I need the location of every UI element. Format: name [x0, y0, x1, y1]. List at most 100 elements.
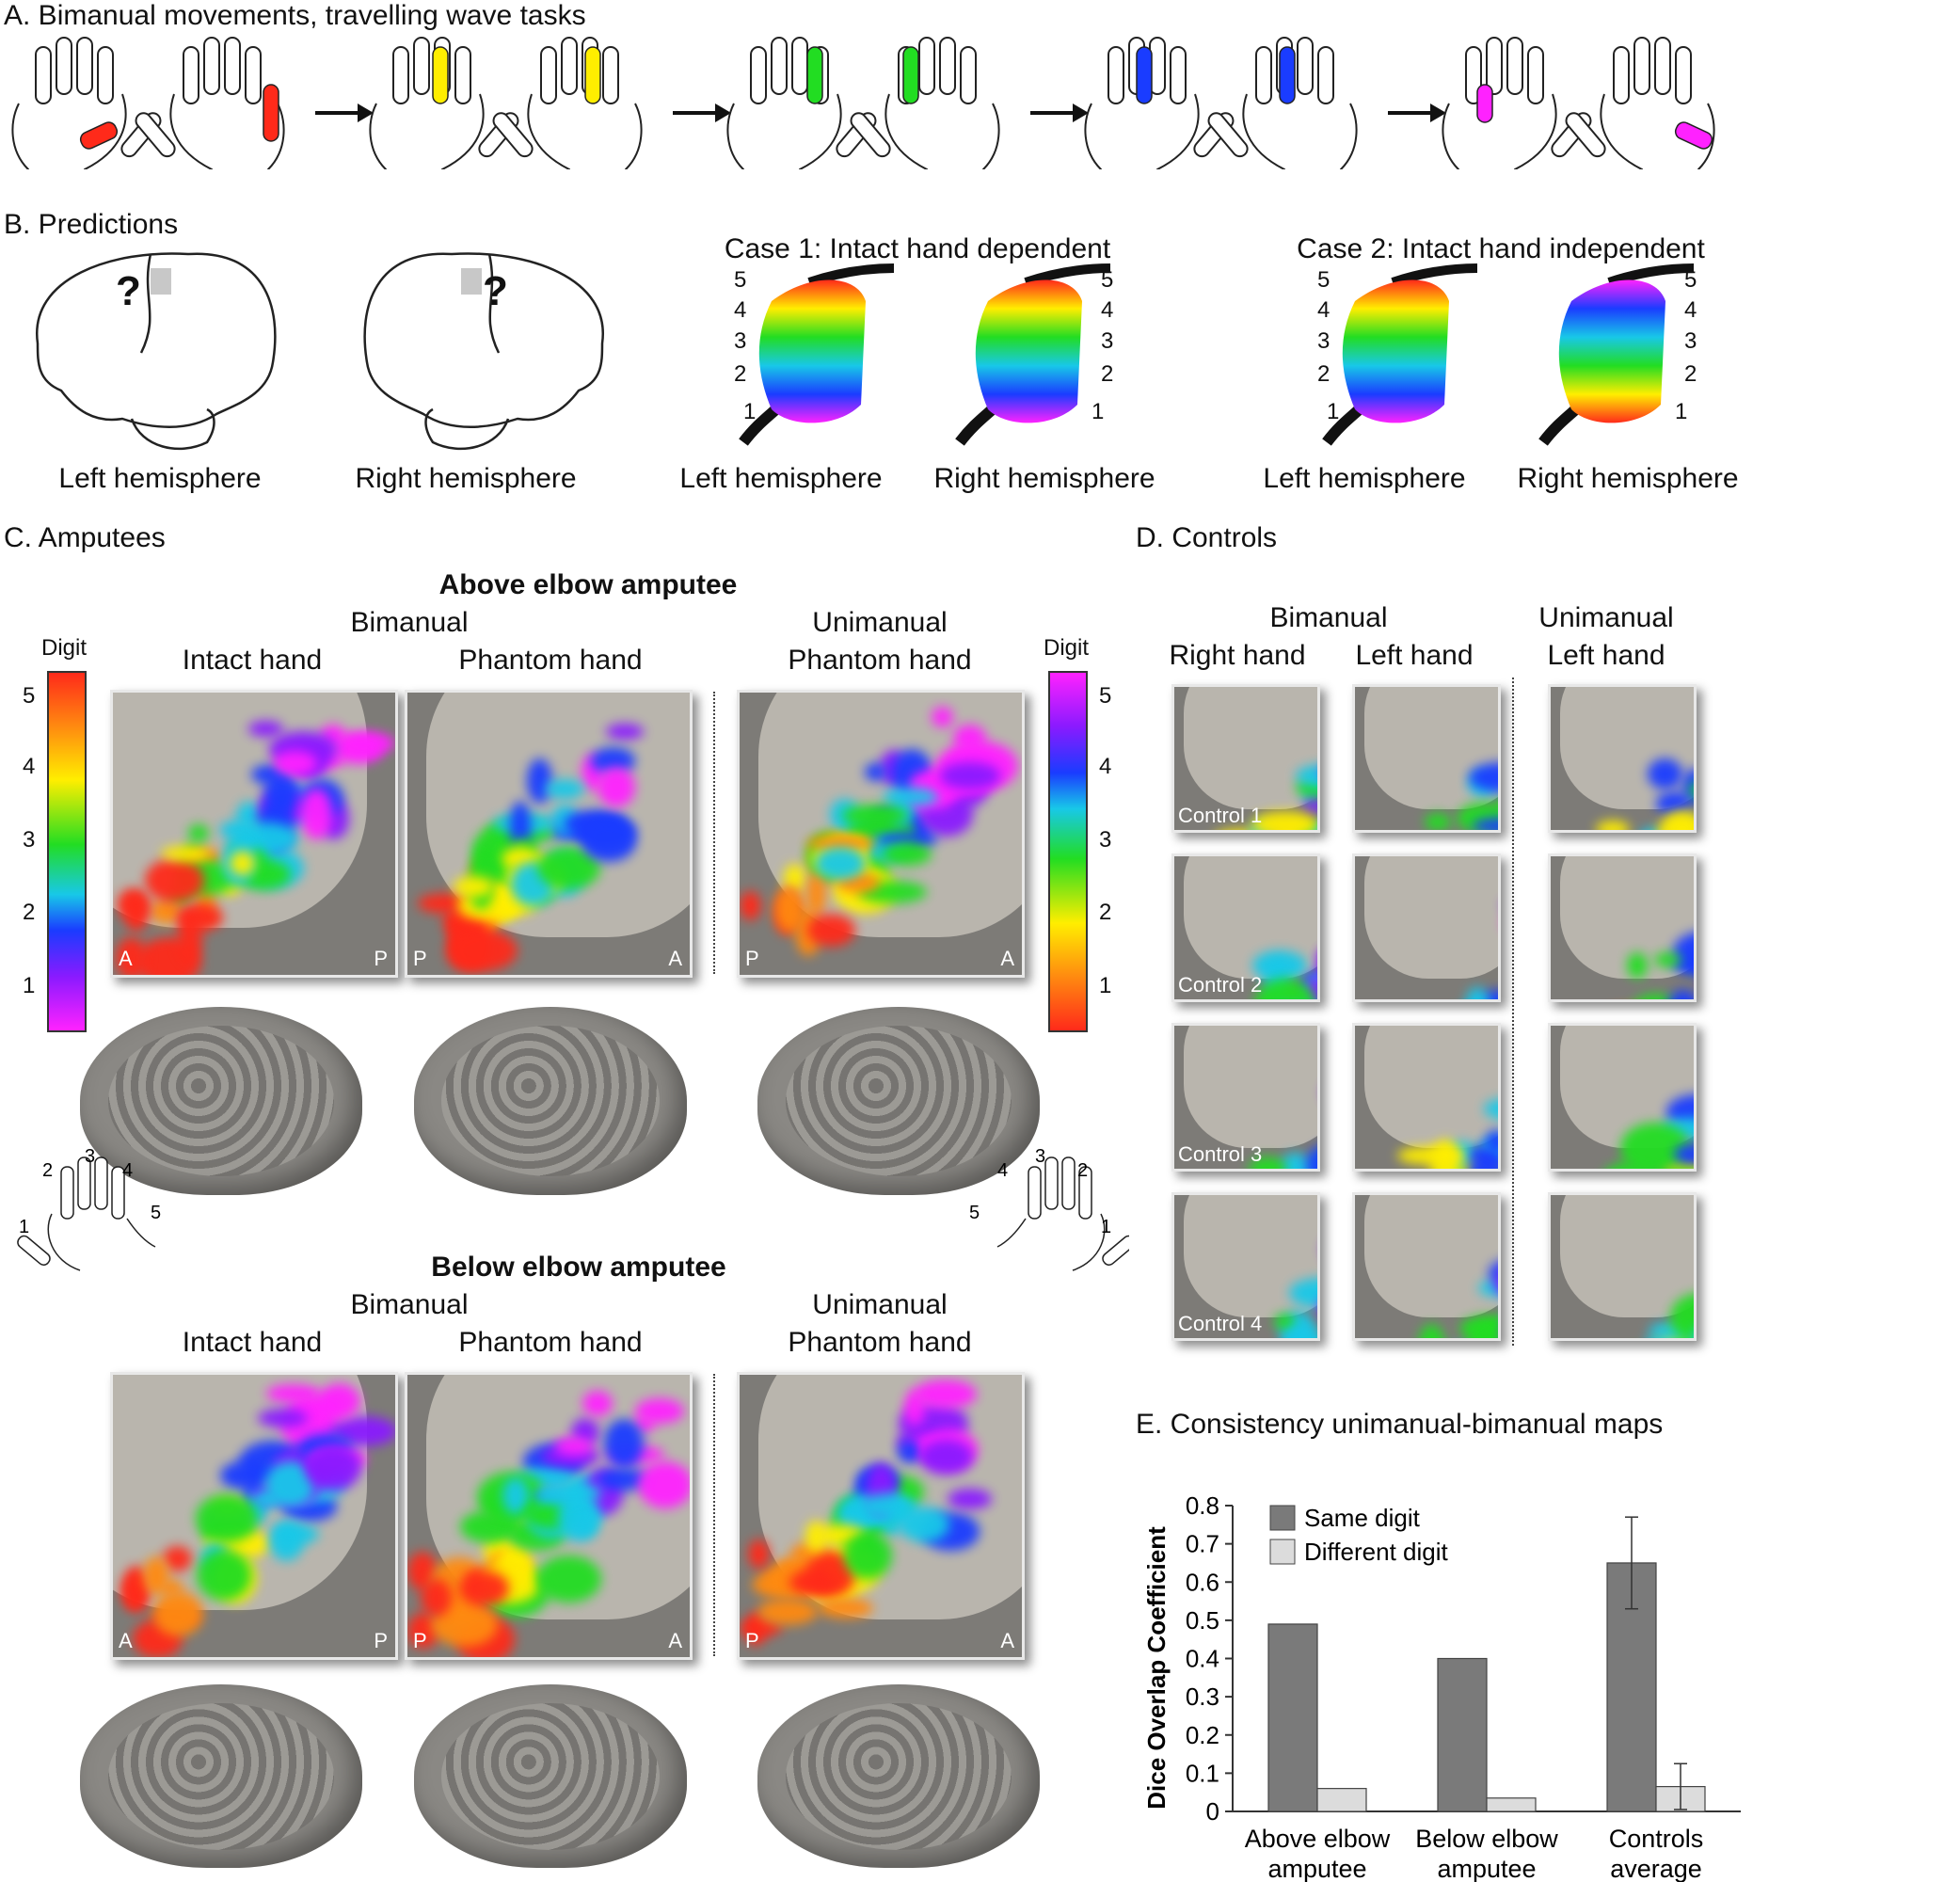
activation-blob: [581, 820, 636, 862]
control-1-map-2: [1352, 684, 1501, 833]
control-4-map-3: [1548, 1192, 1697, 1341]
activation-blob: [1477, 1279, 1498, 1298]
y-tick-label: 0.8: [1186, 1491, 1219, 1520]
active-finger-left: [1136, 46, 1153, 104]
activation-blob: [1303, 799, 1317, 815]
digit-label: 1: [1092, 399, 1104, 424]
activation-blob: [1429, 1170, 1485, 1172]
active-thumb-left: [79, 121, 119, 150]
activation-blob: [220, 1460, 268, 1491]
legend-label: Different digit: [1304, 1538, 1448, 1566]
activation-blob: [1251, 811, 1317, 830]
activation-blob: [264, 769, 299, 817]
activation-blob: [1494, 1271, 1498, 1300]
case1-title: Case 1: Intact hand dependent: [724, 233, 1111, 264]
activation-blob: [1488, 1256, 1498, 1289]
activation-blob: [122, 1575, 147, 1609]
activation-blob: [1500, 785, 1501, 834]
legend-swatch: [1269, 1539, 1296, 1565]
small-hand-digit: 3: [85, 1146, 95, 1167]
activation-blob: [268, 1520, 304, 1561]
activation-blob: [1673, 1144, 1694, 1165]
control-label: Control 2: [1178, 973, 1263, 997]
hand-pair: [11, 37, 285, 169]
hands-sequence: [11, 37, 1715, 169]
activation-blob: [421, 1579, 452, 1618]
brain-below-uni: [757, 1684, 1040, 1868]
question-mark-left: ?: [116, 268, 141, 314]
activation-blob: [177, 911, 203, 963]
control-2-map-2: [1352, 853, 1501, 1002]
activation-blob: [841, 804, 909, 827]
digit-label: 4: [1684, 297, 1697, 323]
prediction-strips: 1 2 3 4 5 1 2 3 4 5 1 2 3 4 5 1 2 3 4 5: [734, 263, 1697, 446]
digit-label: 3: [1101, 328, 1113, 354]
y-tick-label: 0.1: [1186, 1759, 1219, 1787]
activation-blob: [806, 835, 877, 852]
digit-label: 4: [1317, 297, 1330, 323]
activation-blob: [299, 788, 333, 839]
colorbar-left-label: Digit: [40, 635, 88, 661]
activation-blob: [196, 1493, 259, 1543]
hand-pair: [1442, 37, 1715, 169]
divider-bottom: [713, 1374, 715, 1656]
colorbar-left-tick: 3: [23, 827, 36, 853]
activation-blob: [1619, 1123, 1690, 1169]
category-label: amputee: [1267, 1855, 1366, 1882]
activation-blob: [740, 890, 762, 920]
activation-blob: [553, 1437, 593, 1457]
sulcus-line: [1391, 263, 1478, 287]
panel-e-title: E. Consistency unimanual-bimanual maps: [1136, 1409, 1664, 1440]
digit-label: 2: [734, 361, 746, 387]
digit-label: 5: [1101, 267, 1113, 293]
activation-blob: [152, 1590, 203, 1636]
small-hand-digit: 1: [1101, 1217, 1111, 1237]
activation-blob: [939, 762, 1001, 789]
case1-left-hemi: Left hemisphere: [679, 463, 883, 494]
activation-blob: [1248, 1156, 1286, 1169]
small-hand-digit: 1: [19, 1217, 29, 1237]
activation-blob: [1468, 1149, 1498, 1169]
sulcus-line: [807, 263, 895, 287]
brain-below-left: [80, 1684, 362, 1868]
activation-blob: [1666, 990, 1694, 999]
y-tick-label: 0.3: [1186, 1683, 1219, 1711]
small-hand-digit: 4: [122, 1160, 133, 1181]
panel-b-title: B. Predictions: [4, 209, 179, 240]
c-top-unimanual: Unimanual: [812, 607, 948, 638]
activation-blob: [1626, 951, 1649, 979]
activation-blob: [789, 1570, 837, 1596]
activation-blob: [1425, 812, 1451, 830]
activation-blob: [582, 1390, 613, 1417]
activation-blob: [817, 1598, 873, 1619]
c-bot-unimanual: Unimanual: [812, 1289, 948, 1320]
activation-blob: [248, 721, 284, 737]
activation-blob: [266, 1384, 322, 1404]
case2-right-strip: [1558, 279, 1665, 423]
activation-blob: [1468, 1319, 1498, 1338]
activation-blob: [453, 876, 494, 898]
digit-label: 5: [1684, 267, 1697, 293]
activation-blob: [230, 851, 256, 876]
activation-blob: [1669, 821, 1694, 830]
activation-blob: [898, 1440, 922, 1463]
c-top-bimanual: Bimanual: [350, 607, 469, 638]
c-bot-intact: Intact hand: [182, 1327, 323, 1358]
case1-left-strip: [758, 279, 866, 423]
activation-blob: [757, 1598, 819, 1625]
activation-blob: [637, 1461, 690, 1509]
active-finger-right: [263, 84, 279, 142]
activation-blob: [451, 929, 518, 971]
activation-blob: [1397, 1145, 1464, 1166]
activation-blob: [526, 758, 552, 805]
colorbar-right-tick: 5: [1099, 683, 1112, 709]
digit-label: 2: [1684, 361, 1697, 387]
hand: [1565, 37, 1715, 169]
activation-blob: [805, 872, 827, 916]
activation-blob: [1482, 1331, 1498, 1338]
d-left-hand: Left hand: [1355, 640, 1474, 671]
small-hand-digit: 4: [997, 1160, 1008, 1181]
activation-blob: [502, 1476, 529, 1514]
